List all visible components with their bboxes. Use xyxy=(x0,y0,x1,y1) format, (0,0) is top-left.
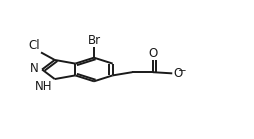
Text: NH: NH xyxy=(35,80,52,93)
Text: Cl: Cl xyxy=(28,39,40,52)
Text: O: O xyxy=(173,67,183,80)
Text: N: N xyxy=(30,62,39,75)
Text: O: O xyxy=(148,47,157,60)
Text: Br: Br xyxy=(87,34,101,47)
Text: −: − xyxy=(178,66,187,76)
